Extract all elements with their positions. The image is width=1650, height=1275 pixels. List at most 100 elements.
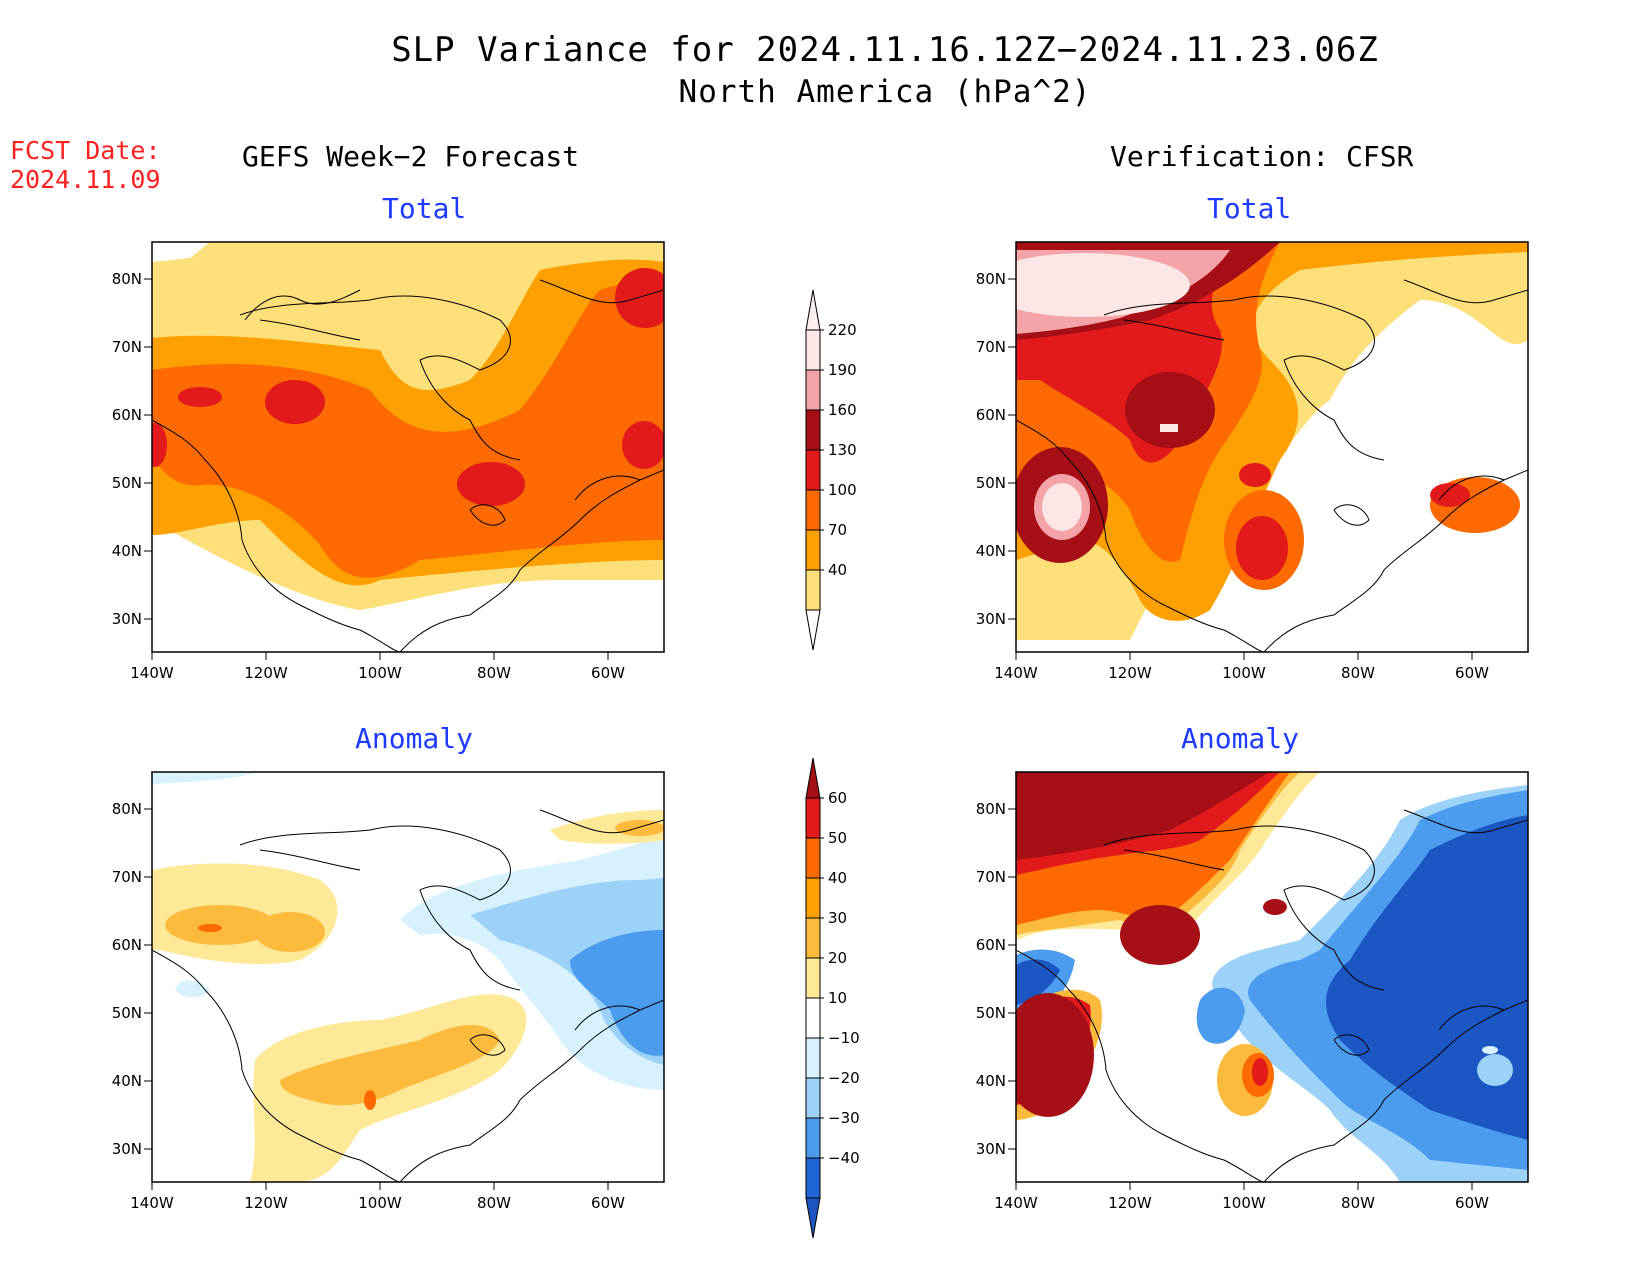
- panel-frame-forecast-total: [151, 241, 665, 653]
- lon-tick-label-forecast-total: 60W: [591, 664, 625, 682]
- colorbar-total-label: 100: [828, 481, 857, 499]
- colorbar-anomaly-label: −20: [828, 1069, 860, 1087]
- lat-tick-label-verification-total: 50N: [976, 474, 1006, 492]
- lon-tick-label-verification-anomaly: 140W: [994, 1194, 1038, 1212]
- panel-forecast-total-field: [152, 242, 664, 652]
- colorbar-anomaly-segment: [805, 997, 821, 1039]
- lon-tick-label-forecast-total: 140W: [130, 664, 174, 682]
- panel-title-verification-total: Total: [1207, 192, 1292, 225]
- lon-tick-label-forecast-total: 120W: [244, 664, 288, 682]
- colorbar-total-segment: [805, 449, 821, 491]
- colorbar-anomaly-segment: [805, 1037, 821, 1079]
- lon-tick-label-forecast-anomaly: 140W: [130, 1194, 174, 1212]
- colorbar-total-segment: [805, 329, 821, 371]
- colorbar-anomaly-bottom-arrow: [805, 1197, 821, 1239]
- right-column-title: Verification: CFSR: [1110, 140, 1414, 173]
- panel-verification-total-field: [1016, 242, 1528, 652]
- coastline-verification-total: [1016, 279, 1528, 652]
- colorbar-total: 220 190 160 130 100 70 40: [805, 289, 857, 651]
- colorbar-anomaly-label: 40: [828, 869, 847, 887]
- lat-tick-label-forecast-anomaly: 40N: [112, 1072, 142, 1090]
- lon-tick-label-verification-total: 100W: [1222, 664, 1266, 682]
- colorbar-anomaly-top-arrow: [805, 757, 821, 799]
- fcst-date-value: 2024.11.09: [10, 165, 161, 194]
- lon-tick-label-verification-total: 60W: [1455, 664, 1489, 682]
- forecast-date-label: FCST Date: 2024.11.09: [10, 136, 161, 194]
- lat-tick-label-forecast-anomaly: 60N: [112, 936, 142, 954]
- lat-tick-label-forecast-anomaly: 50N: [112, 1004, 142, 1022]
- colorbar-anomaly: 60 50 40 30 20 10 −10 −20 −30 −40: [805, 757, 860, 1239]
- lon-tick-label-forecast-total: 100W: [358, 664, 402, 682]
- lat-tick-label-forecast-total: 60N: [112, 406, 142, 424]
- lat-tick-label-verification-total: 60N: [976, 406, 1006, 424]
- lat-tick-label-forecast-total: 80N: [112, 270, 142, 288]
- colorbar-total-segment: [805, 569, 821, 611]
- colorbar-anomaly-segment: [805, 837, 821, 879]
- colorbar-total-segment: [805, 409, 821, 451]
- lat-tick-label-forecast-anomaly: 80N: [112, 800, 142, 818]
- colorbar-anomaly-label: 50: [828, 829, 847, 847]
- lat-tick-label-forecast-total: 50N: [112, 474, 142, 492]
- lat-tick-label-verification-total: 40N: [976, 542, 1006, 560]
- fcst-date-caption: FCST Date:: [10, 136, 161, 165]
- colorbar-anomaly-label: 30: [828, 909, 847, 927]
- lat-tick-label-verification-anomaly: 80N: [976, 800, 1006, 818]
- colorbar-total-label: 40: [828, 561, 847, 579]
- colorbar-anomaly-segment: [805, 957, 821, 999]
- lat-tick-label-verification-anomaly: 50N: [976, 1004, 1006, 1022]
- lat-tick-label-verification-total: 30N: [976, 610, 1006, 628]
- colorbar-total-segment: [805, 529, 821, 571]
- lat-tick-label-forecast-anomaly: 70N: [112, 868, 142, 886]
- colorbar-total-label: 130: [828, 441, 857, 459]
- lat-tick-label-forecast-anomaly: 30N: [112, 1140, 142, 1158]
- lon-tick-label-verification-total: 140W: [994, 664, 1038, 682]
- map-title-line-1: SLP Variance for 2024.11.16.12Z−2024.11.…: [391, 30, 1379, 70]
- lon-tick-label-forecast-anomaly: 60W: [591, 1194, 625, 1212]
- lat-tick-label-verification-total: 80N: [976, 270, 1006, 288]
- lon-tick-label-forecast-total: 80W: [477, 664, 511, 682]
- panel-title-verification-anomaly: Anomaly: [1181, 722, 1300, 755]
- colorbar-anomaly-label: −10: [828, 1029, 860, 1047]
- lat-tick-label-verification-anomaly: 70N: [976, 868, 1006, 886]
- colorbar-total-label: 70: [828, 521, 847, 539]
- coastline-forecast-anomaly: [152, 809, 664, 1182]
- lon-tick-label-verification-total: 120W: [1108, 664, 1152, 682]
- colorbar-total-label: 190: [828, 361, 857, 379]
- colorbar-anomaly-label: −30: [828, 1109, 860, 1127]
- panel-frame-verification-anomaly: [1015, 771, 1529, 1183]
- colorbar-anomaly-segment: [805, 917, 821, 959]
- lat-tick-label-forecast-total: 40N: [112, 542, 142, 560]
- lat-tick-label-forecast-total: 70N: [112, 338, 142, 356]
- panel-title-forecast-total: Total: [382, 192, 467, 225]
- colorbar-total-label: 160: [828, 401, 857, 419]
- coastline-forecast-total: [152, 279, 664, 652]
- lat-tick-label-verification-anomaly: 60N: [976, 936, 1006, 954]
- coastline-verification-anomaly: [1016, 809, 1528, 1182]
- map-title-line-2: North America (hPa^2): [678, 74, 1092, 110]
- panel-frame-forecast-anomaly: [151, 771, 665, 1183]
- lat-tick-label-forecast-total: 30N: [112, 610, 142, 628]
- lon-tick-label-forecast-anomaly: 120W: [244, 1194, 288, 1212]
- left-column-title: GEFS Week−2 Forecast: [242, 140, 580, 173]
- colorbar-anomaly-label: 60: [828, 789, 847, 807]
- lat-tick-label-verification-anomaly: 40N: [976, 1072, 1006, 1090]
- panel-forecast-anomaly-field: [152, 772, 664, 1182]
- colorbar-anomaly-segment: [805, 1077, 821, 1119]
- colorbar-anomaly-segment: [805, 877, 821, 919]
- colorbar-anomaly-label: −40: [828, 1149, 860, 1167]
- lon-tick-label-verification-anomaly: 60W: [1455, 1194, 1489, 1212]
- colorbar-anomaly-segment: [805, 797, 821, 839]
- colorbar-anomaly-label: 20: [828, 949, 847, 967]
- lon-tick-label-verification-anomaly: 120W: [1108, 1194, 1152, 1212]
- colorbar-total-segment: [805, 489, 821, 531]
- panel-frame-verification-total: [1015, 241, 1529, 653]
- lon-tick-label-forecast-anomaly: 80W: [477, 1194, 511, 1212]
- colorbar-anomaly-label: 10: [828, 989, 847, 1007]
- colorbar-total-top-arrow: [805, 289, 821, 331]
- colorbar-total-segment: [805, 369, 821, 411]
- lon-tick-label-forecast-anomaly: 100W: [358, 1194, 402, 1212]
- panel-title-forecast-anomaly: Anomaly: [355, 722, 474, 755]
- colorbar-anomaly-segment: [805, 1157, 821, 1199]
- panel-verification-anomaly-field: [1016, 772, 1528, 1182]
